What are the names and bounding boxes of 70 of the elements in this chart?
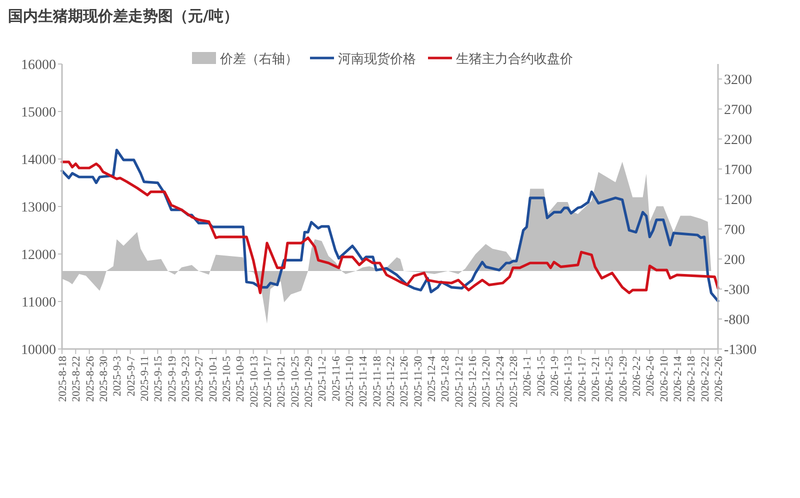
xtick: 2025-11-22 [385,356,397,407]
xtick: 2025-8-18 [57,356,69,402]
xtick: 2025-9-7 [125,356,138,396]
xtick: 2025-10-1 [207,356,220,402]
xtick: 2025-11-18 [371,356,384,407]
xtick: 2025-10-17 [262,356,274,408]
xtick: 2026-2-6 [644,356,657,396]
xtick: 2025-9-11 [139,356,151,402]
ytick: 13000 [21,200,56,216]
ytick: 10000 [21,343,56,358]
xtick: 2025-9-19 [166,356,178,402]
ytick: 11000 [22,296,56,310]
legend-label: 河南现货价格 [338,52,416,67]
xtick: 2025-8-30 [98,356,110,402]
xtick: 2026-2-18 [686,356,698,402]
y2tick: -1300 [724,343,757,358]
y2tick: 1200 [724,193,752,208]
xtick: 2026-2-10 [658,356,670,402]
xtick: 2025-10-21 [276,356,288,408]
xtick: 2026-1-21 [590,356,602,402]
xtick: 2026-2-22 [699,356,712,402]
xtick: 2025-12-16 [467,356,479,408]
xtick: 2025-11-14 [358,356,370,407]
ytick: 15000 [21,106,56,120]
xtick: 2025-12-12 [453,356,466,408]
xtick: 2025-10-29 [303,356,315,408]
y2tick: 3200 [724,73,752,88]
y2tick: 700 [724,223,745,238]
xtick: 2025-11-10 [344,356,356,407]
xtick: 2025-12-24 [494,356,506,408]
ytick: 16000 [21,58,56,73]
title: 国内生猪期现价差走势图（元/吨） [8,7,238,25]
xtick: 2025-9-27 [194,356,206,402]
xtick: 2025-11-26 [398,356,411,407]
xtick: 2025-10-13 [248,356,260,408]
xtick: 2025-12-20 [480,356,493,408]
xtick: 2025-9-3 [112,356,124,396]
xtick: 2026-1-5 [535,356,548,396]
ytick: 14000 [21,153,56,168]
xtick: 2026-2-26 [713,356,725,402]
xtick: 2025-11-30 [412,356,424,407]
xtick: 2025-9-23 [180,356,192,402]
xtick: 2025-11-2 [316,356,329,402]
xtick: 2026-1-29 [617,356,630,402]
y2tick: 2200 [724,133,752,148]
xtick: 2025-11-6 [330,356,342,402]
xtick: 2025-8-26 [84,356,96,402]
xtick: 2025-10-9 [234,356,247,402]
xtick: 2025-12-28 [508,356,520,408]
xtick: 2026-1-1 [522,356,534,396]
y2tick: 1700 [724,163,752,178]
xtick: 2026-2-14 [672,356,684,402]
y2tick: 2700 [724,103,752,118]
xtick: 2025-9-15 [152,356,165,402]
ytick: 12000 [21,248,56,263]
legend-label: 生猪主力合约收盘价 [456,52,573,67]
xtick: 2026-1-25 [604,356,616,402]
y2tick: -800 [724,313,750,328]
xtick: 2025-12-4 [426,356,438,402]
xtick: 2026-1-9 [549,356,561,396]
xtick: 2025-12-8 [440,356,452,402]
xtick: 2025-10-25 [289,356,302,408]
xtick: 2026-1-13 [562,356,575,402]
y2tick: -300 [724,283,750,298]
xtick: 2026-2-2 [631,356,643,396]
y2tick: 200 [724,253,745,268]
xtick: 2025-8-22 [70,356,83,402]
legend-label: 价差（右轴） [220,52,298,67]
xtick: 2026-1-17 [576,356,588,402]
xtick: 2025-10-5 [221,356,233,402]
